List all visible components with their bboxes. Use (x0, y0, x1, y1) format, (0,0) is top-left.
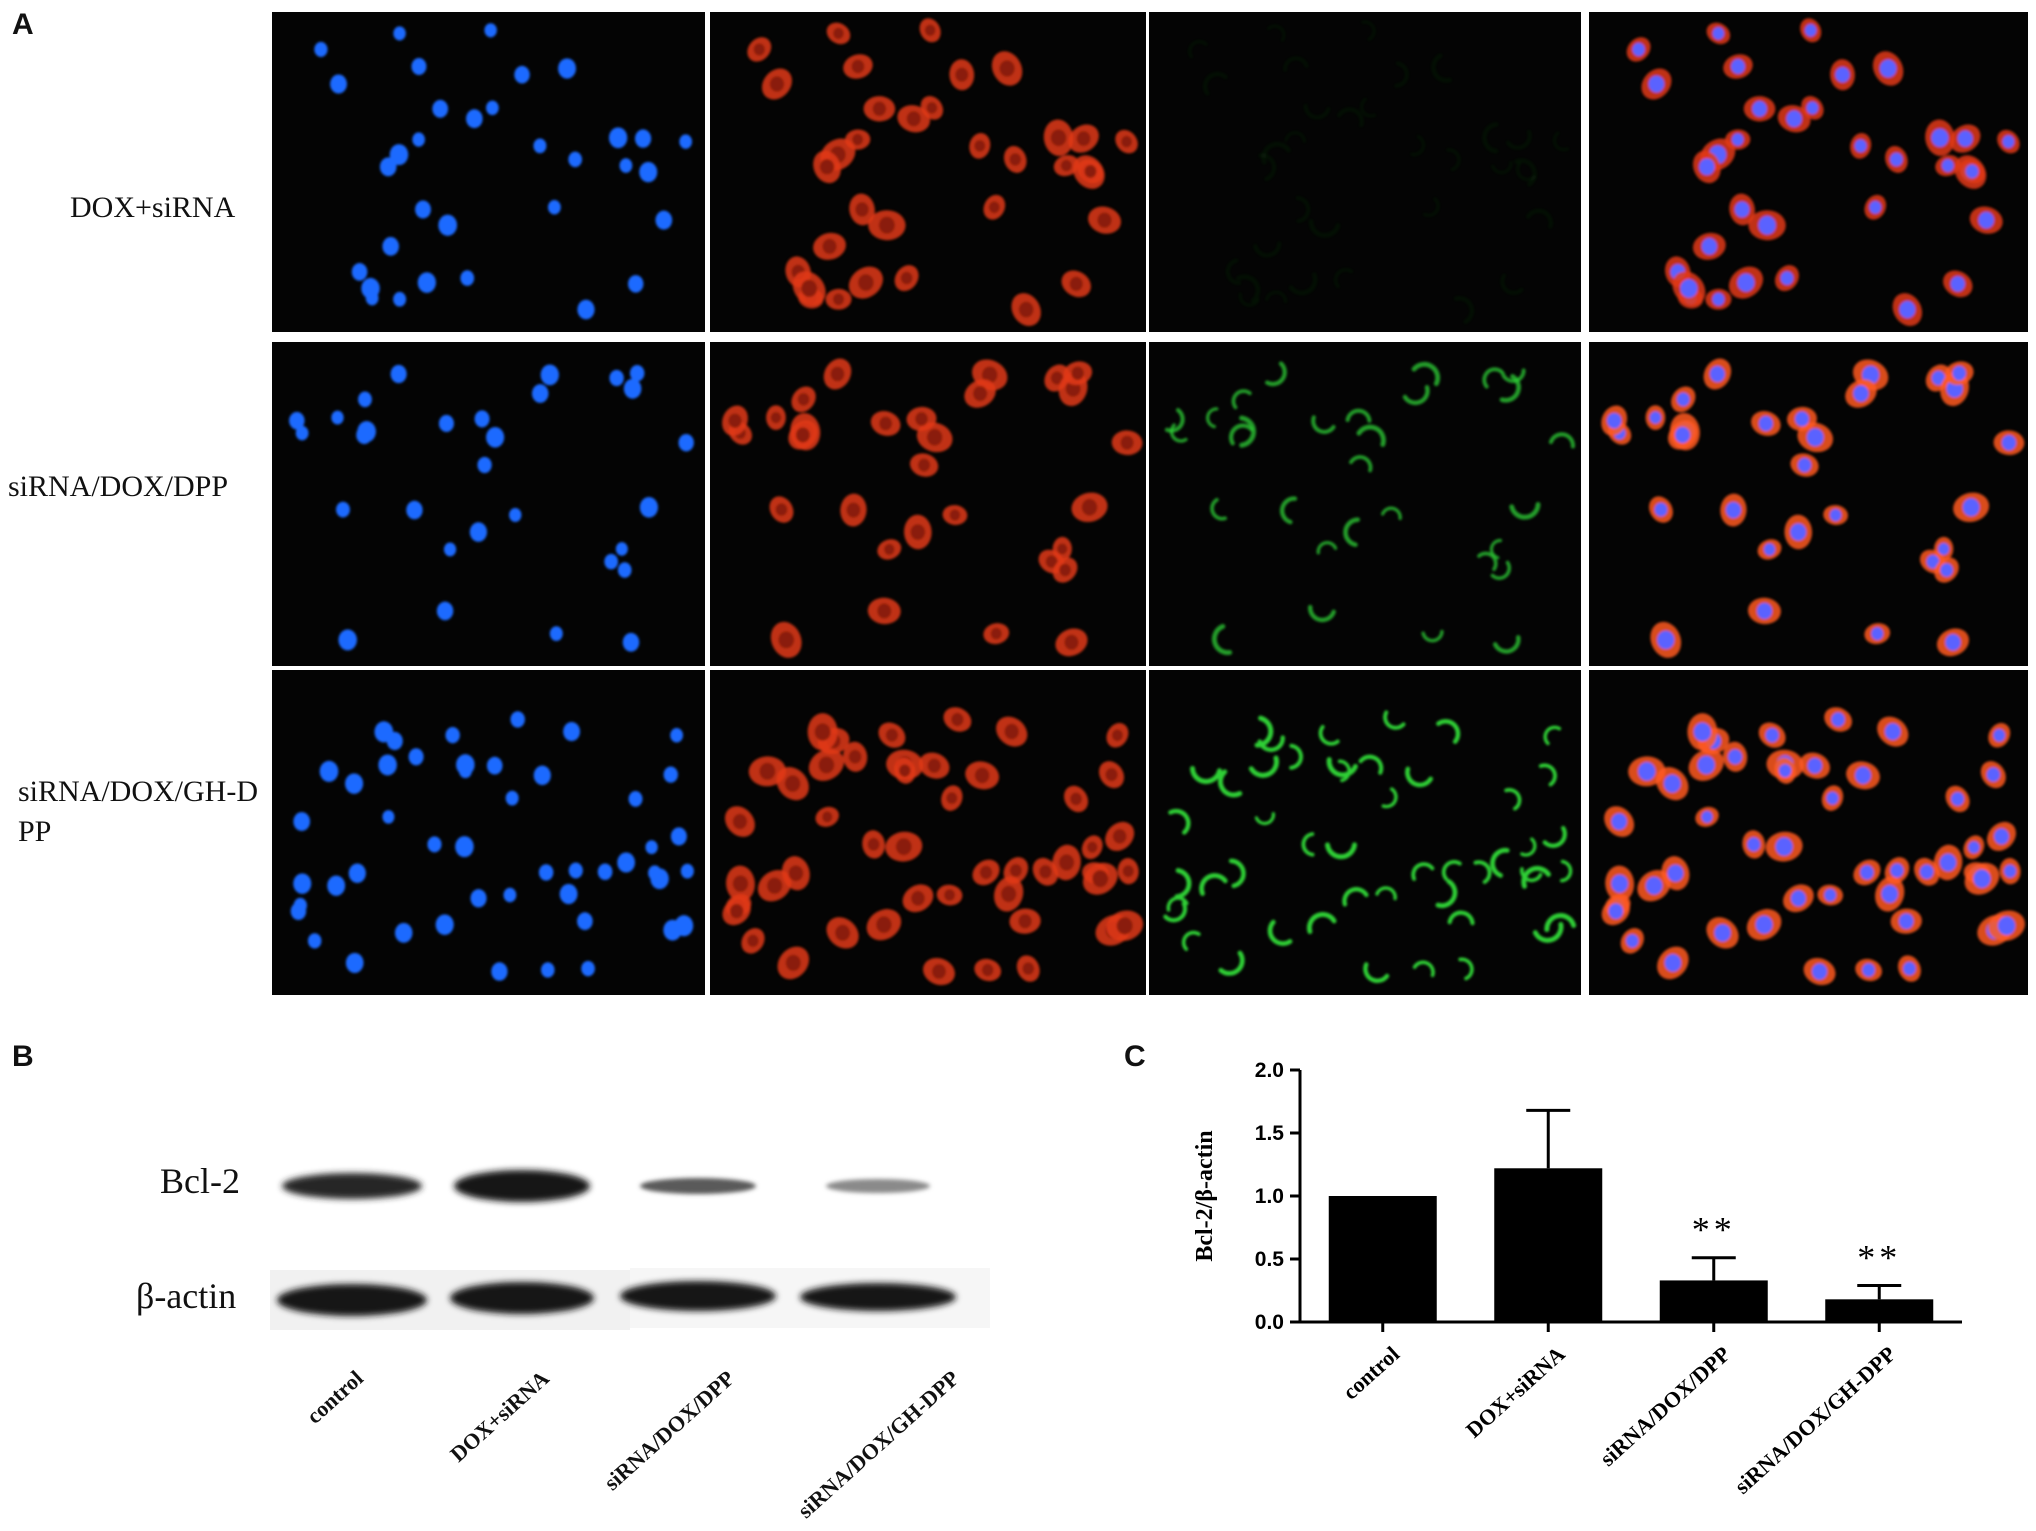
bcl2-band-sirna-dox-gh-dpp (826, 1179, 930, 1193)
panel-a-label: A (12, 8, 34, 41)
category-label-0: control (1338, 1341, 1404, 1404)
category-label-1: DOX+siRNA (1461, 1341, 1570, 1442)
bar-1 (1494, 1168, 1603, 1322)
row-label-dox-sirna: DOX+siRNA (70, 191, 236, 224)
bar-2 (1659, 1280, 1768, 1322)
micrograph-dox-sirna-green (1149, 12, 1581, 332)
micrograph-sirna-dox-gh-dpp-dapi (272, 670, 705, 995)
bcl2-band-sirna-dox-dpp (640, 1178, 756, 1194)
y-tick-label: 0.0 (1255, 1311, 1284, 1334)
micrograph-sirna-dox-gh-dpp-red (710, 670, 1146, 995)
actin-band-dox-sirna (450, 1282, 594, 1314)
panel-b-label: B (12, 1040, 34, 1073)
y-tick-label: 1.5 (1255, 1122, 1285, 1145)
actin-band-control (277, 1284, 427, 1316)
bcl2-band-dox-sirna (454, 1170, 590, 1202)
category-label-2: siRNA/DOX/DPP (1595, 1341, 1735, 1471)
micrograph-sirna-dox-dpp-green (1149, 342, 1581, 666)
blot-lane-label-sirna-dox-dpp: siRNA/DOX/DPP (598, 1365, 740, 1496)
significance-3: ** (1857, 1237, 1901, 1277)
actin-band-sirna-dox-dpp (620, 1281, 776, 1311)
bar-0 (1328, 1196, 1437, 1322)
category-label-3: siRNA/DOX/GH-DPP (1729, 1341, 1900, 1499)
micrograph-sirna-dox-dpp-merge (1589, 342, 2028, 666)
panel-c-label: C (1124, 1040, 1146, 1073)
western-blot-image (270, 1140, 990, 1340)
blot-lane-label-dox-sirna: DOX+siRNA (445, 1365, 555, 1467)
band-label-bcl2: Bcl-2 (160, 1161, 240, 1201)
bar-chart: 0.0 0.5 1.0 1.5 2.0 Bcl-2/β-actin control DOX+s… (1150, 1040, 1990, 1520)
micrograph-dox-sirna-red (710, 12, 1146, 332)
row-label-sirna-dox-dpp: siRNA/DOX/DPP (8, 470, 229, 503)
y-tick-label: 0.5 (1255, 1248, 1285, 1271)
row-label-sirna-dox-gh-dpp: siRNA/DOX/GH-DPP (18, 775, 258, 848)
micrograph-sirna-dox-gh-dpp-merge (1589, 670, 2028, 995)
significance-2: ** (1692, 1210, 1736, 1250)
micrograph-sirna-dox-dpp-dapi (272, 342, 705, 666)
micrograph-dox-sirna-merge (1589, 12, 2028, 332)
micrograph-dox-sirna-dapi (272, 12, 705, 332)
micrograph-sirna-dox-dpp-red (710, 342, 1146, 666)
bcl2-band-control (282, 1173, 422, 1199)
band-label-beta-actin: β-actin (136, 1276, 237, 1316)
micrograph-sirna-dox-gh-dpp-green (1149, 670, 1581, 995)
actin-band-sirna-dox-gh-dpp (800, 1283, 956, 1311)
bar-3 (1825, 1299, 1934, 1322)
blot-lane-label-control: control (301, 1365, 369, 1429)
y-tick-label: 2.0 (1255, 1059, 1284, 1082)
y-axis-label: Bcl-2/β-actin (1192, 1130, 1218, 1261)
blot-lane-label-sirna-dox-gh-dpp: siRNA/DOX/GH-DPP (792, 1365, 965, 1523)
y-tick-label: 1.0 (1255, 1185, 1284, 1208)
